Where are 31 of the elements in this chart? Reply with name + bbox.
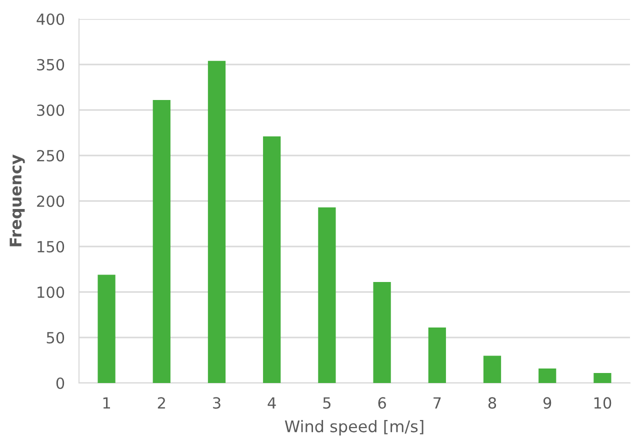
x-tick-label: 5 — [323, 397, 330, 409]
y-tick-label: 400 — [36, 13, 64, 26]
bar — [263, 136, 281, 383]
x-tick-label: 7 — [434, 397, 441, 408]
bar — [373, 282, 391, 383]
bar — [318, 207, 336, 383]
bar — [538, 368, 556, 383]
y-tick-label: 200 — [37, 195, 64, 208]
bar — [98, 274, 116, 383]
x-tick-label: 3 — [213, 397, 220, 409]
x-tick-label: 8 — [488, 397, 496, 409]
x-tick-label: 2 — [158, 397, 165, 408]
y-axis-title: Frequency — [10, 154, 25, 246]
bar — [208, 60, 226, 383]
y-tick-label: 250 — [37, 150, 64, 162]
bar — [428, 327, 446, 383]
x-tick-label: 10 — [594, 397, 612, 409]
y-tick-label: 50 — [46, 332, 64, 344]
y-tick-label: 300 — [37, 104, 64, 116]
y-tick-label: 100 — [38, 286, 64, 298]
bar — [594, 372, 612, 383]
x-tick-label: 1 — [103, 397, 110, 408]
y-tick-label: 350 — [37, 58, 64, 71]
y-tick-label: 150 — [38, 240, 64, 253]
x-tick-label: 6 — [378, 397, 386, 409]
x-tick-label: 4 — [268, 397, 276, 408]
bar — [152, 100, 170, 383]
y-tick-label: 0 — [56, 377, 64, 390]
x-axis-title: Wind speed [m/s] — [284, 420, 424, 436]
bar — [483, 356, 502, 383]
x-tick-label: 9 — [543, 397, 552, 409]
